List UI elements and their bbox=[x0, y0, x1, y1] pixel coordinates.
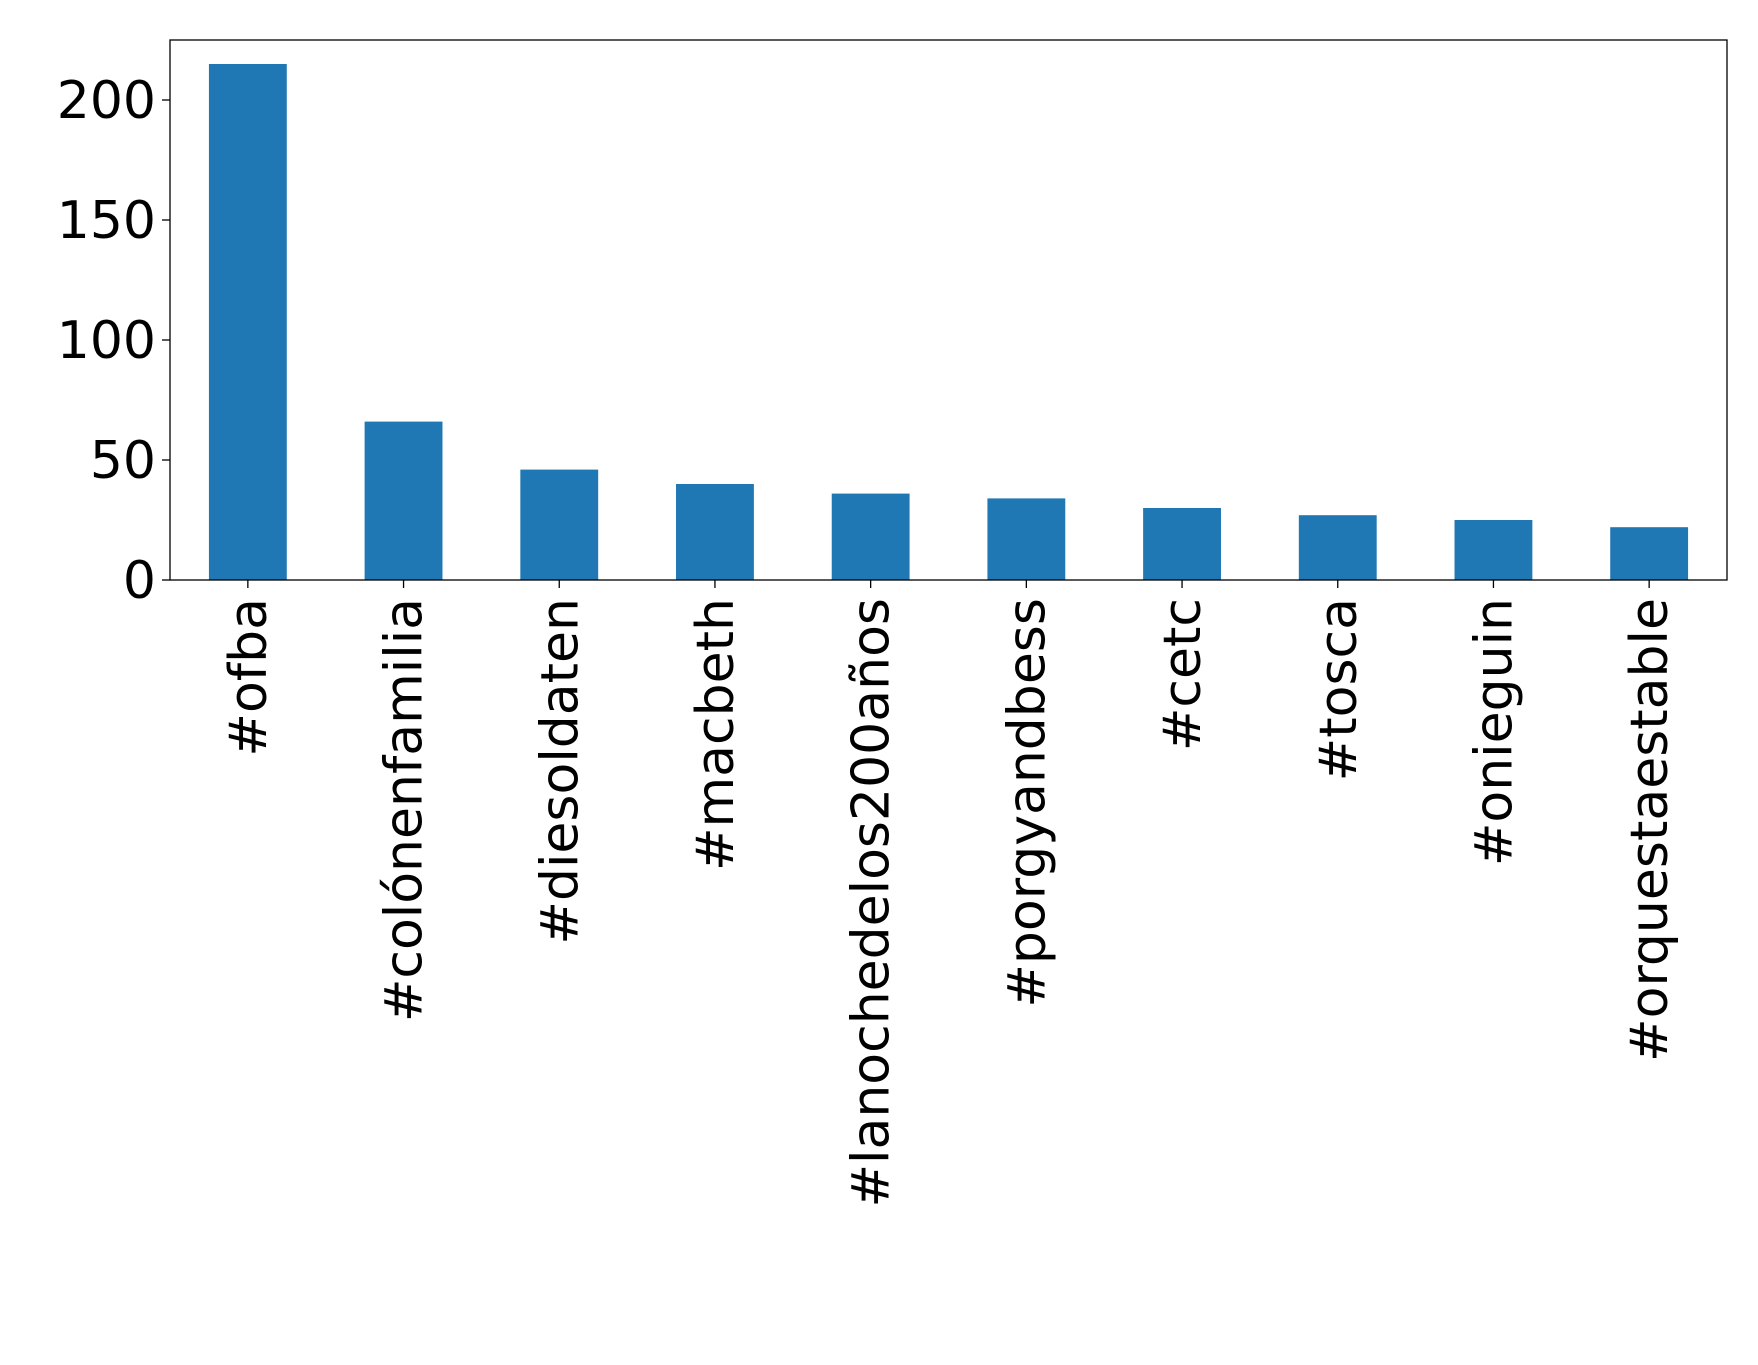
bar bbox=[520, 469, 599, 580]
y-tick-label: 200 bbox=[57, 71, 156, 131]
bar bbox=[1298, 515, 1377, 580]
x-tick-label: #cetc bbox=[1153, 598, 1213, 751]
axes-layer bbox=[169, 39, 1728, 581]
x-tick-label: #orquestaestable bbox=[1620, 598, 1680, 1062]
x-tick-label: #colónenfamilia bbox=[375, 598, 435, 1022]
x-tick-label: #lanochedelos200años bbox=[842, 598, 902, 1208]
x-tick-label: #porgyandbess bbox=[997, 598, 1057, 1008]
bar bbox=[208, 64, 287, 580]
x-tick-label: #onieguin bbox=[1464, 598, 1524, 866]
x-tick-label: #tosca bbox=[1309, 598, 1369, 781]
bars-layer bbox=[208, 64, 1689, 580]
ticks-layer: 0 50 100 150 200 #ofba #colónenfamilia #diesold… bbox=[57, 71, 1680, 1208]
bar bbox=[1143, 508, 1221, 580]
bar bbox=[364, 421, 443, 580]
x-tick-label: #ofba bbox=[219, 598, 279, 757]
x-tick-label: #macbeth bbox=[686, 598, 746, 871]
x-tick-label: #diesoldaten bbox=[530, 598, 590, 945]
bar bbox=[676, 484, 754, 580]
bar bbox=[831, 493, 910, 580]
y-tick-label: 0 bbox=[123, 551, 156, 611]
bar bbox=[1454, 520, 1533, 580]
y-tick-label: 100 bbox=[57, 311, 156, 371]
bar bbox=[987, 498, 1066, 580]
y-tick-label: 50 bbox=[90, 431, 156, 491]
plot-frame bbox=[169, 39, 1728, 581]
y-tick-label: 150 bbox=[57, 191, 156, 251]
bar bbox=[1610, 527, 1689, 580]
